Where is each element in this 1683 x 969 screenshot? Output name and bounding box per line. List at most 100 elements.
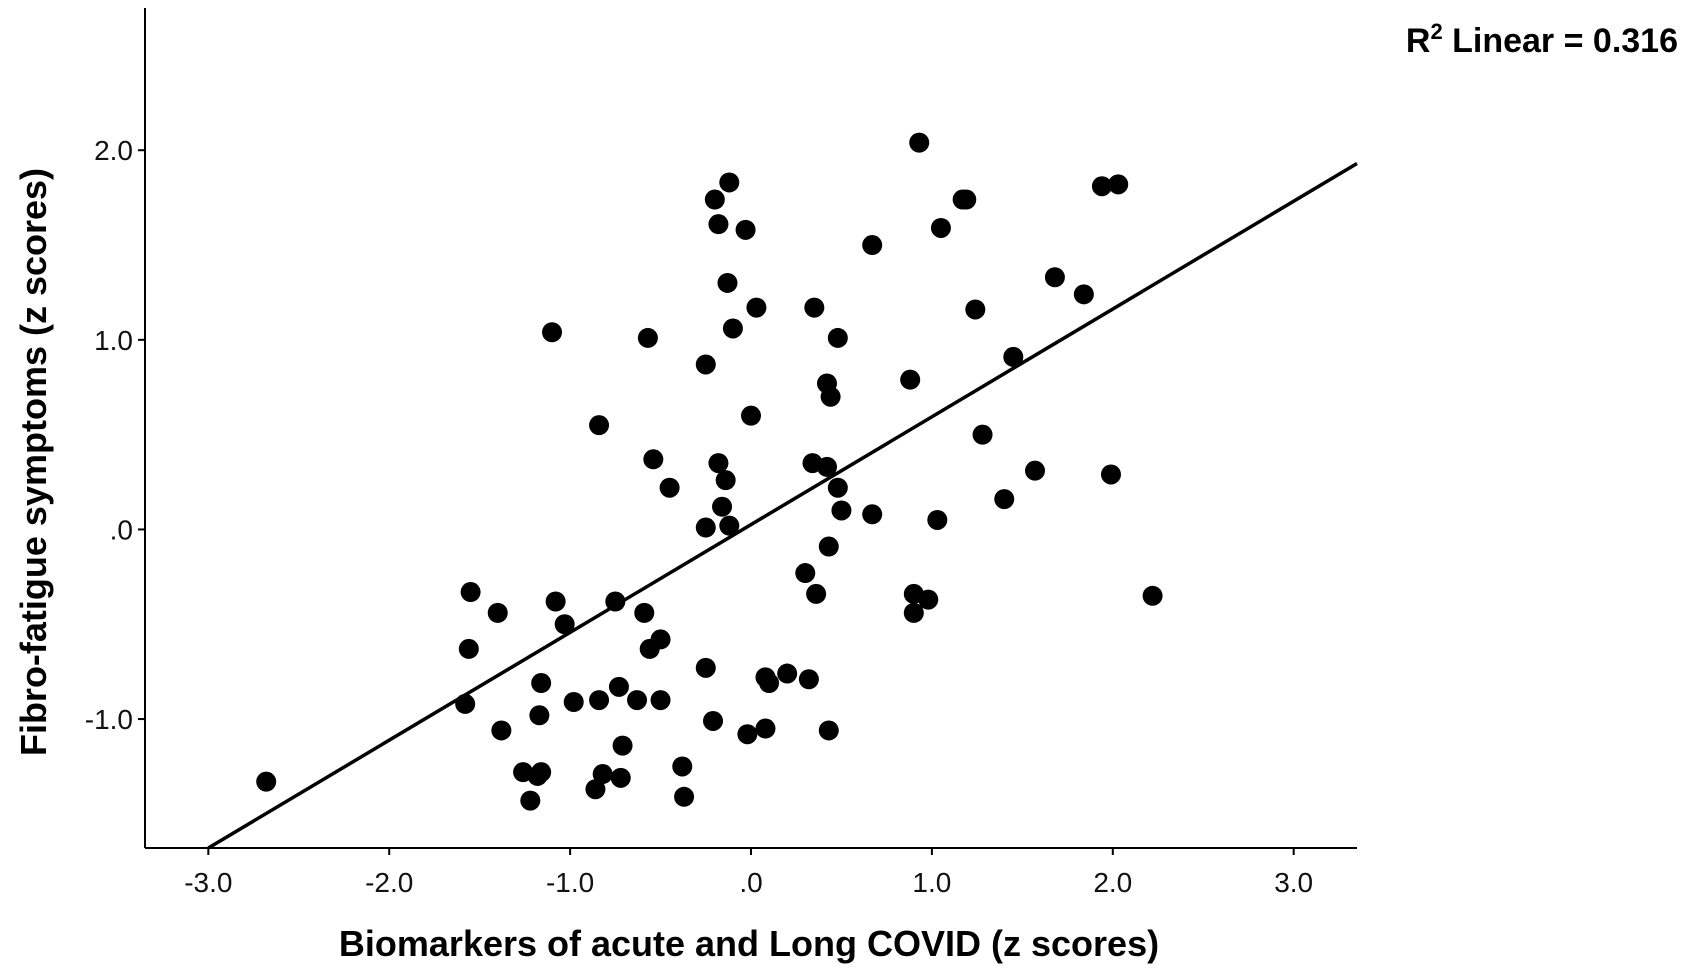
scatter-point: [1100, 464, 1121, 485]
y-axis-ticks: -1.0 .0 1.0 2.0: [85, 135, 145, 735]
scatter-point: [831, 500, 852, 521]
scatter-point: [531, 762, 552, 783]
scatter-point: [529, 705, 550, 726]
scatter-point: [1003, 346, 1024, 367]
scatter-point: [704, 189, 725, 210]
scatter-point: [827, 477, 848, 498]
scatter-point: [592, 764, 613, 785]
scatter-point: [554, 614, 575, 635]
scatter-point: [903, 602, 924, 623]
scatter-point: [612, 735, 633, 756]
regression-line: [207, 161, 1358, 850]
scatter-point: [460, 582, 481, 603]
scatter-point: [672, 756, 693, 777]
scatter-point: [1091, 176, 1112, 197]
scatter-point: [746, 297, 767, 318]
x-tick-label: 3.0: [1274, 867, 1313, 898]
y-axis-title: Fibro-fatigue symptoms (z scores): [13, 168, 54, 756]
r2-prefix: R: [1406, 22, 1431, 60]
scatter-point: [708, 453, 729, 474]
scatter-point: [827, 327, 848, 348]
scatter-point: [965, 299, 986, 320]
scatter-point: [715, 470, 736, 491]
scatter-point: [795, 563, 816, 584]
scatter-point: [909, 132, 930, 153]
scatter-point: [759, 673, 780, 694]
scatter-point: [994, 489, 1015, 510]
scatter-point: [719, 515, 740, 536]
scatter-point: [659, 477, 680, 498]
scatter-point: [1044, 267, 1065, 288]
x-axis-ticks: -3.0 -2.0 -1.0 .0 1.0 2.0 3.0: [184, 848, 1313, 898]
x-tick-label: -3.0: [184, 867, 232, 898]
scatter-point: [862, 235, 883, 256]
scatter-point: [862, 504, 883, 525]
scatter-point: [1142, 585, 1163, 606]
scatter-point: [798, 669, 819, 690]
scatter-point: [695, 354, 716, 375]
scatter-point: [695, 657, 716, 678]
scatter-point: [650, 690, 671, 711]
scatter-point: [520, 790, 541, 811]
scatter-point: [818, 536, 839, 557]
scatter-point: [563, 691, 584, 712]
x-axis-title: Biomarkers of acute and Long COVID (z sc…: [339, 923, 1159, 964]
scatter-point: [717, 272, 738, 293]
scatter-point: [703, 710, 724, 731]
y-tick-label: -1.0: [85, 704, 133, 735]
x-tick-label: 1.0: [912, 867, 951, 898]
scatter-point: [719, 172, 740, 193]
scatter-point: [674, 786, 695, 807]
scatter-point: [608, 676, 629, 697]
scatter-point: [956, 189, 977, 210]
scatter-point: [1108, 174, 1129, 195]
x-tick-label: 2.0: [1093, 867, 1132, 898]
scatter-point: [487, 602, 508, 623]
scatter-point: [972, 424, 993, 445]
scatter-point: [695, 517, 716, 538]
scatter-point: [585, 779, 606, 800]
scatter-point: [927, 509, 948, 530]
scatter-point: [643, 449, 664, 470]
scatter-point: [627, 690, 648, 711]
y-tick-label: 1.0: [94, 325, 133, 356]
scatter-point: [650, 629, 671, 650]
scatter-point: [722, 318, 743, 339]
scatter-point: [777, 663, 798, 684]
x-tick-label: .0: [739, 867, 762, 898]
scatter-point: [634, 602, 655, 623]
scatter-point: [806, 583, 827, 604]
x-tick-label: -1.0: [546, 867, 594, 898]
scatter-point: [610, 767, 631, 788]
scatter-point: [1025, 460, 1046, 481]
x-tick-label: -2.0: [365, 867, 413, 898]
scatter-point: [816, 456, 837, 477]
r2-value: Linear = 0.316: [1443, 22, 1678, 60]
scatter-point: [458, 638, 479, 659]
scatter-point: [900, 369, 921, 390]
scatter-point: [755, 718, 776, 739]
y-tick-label: 2.0: [94, 135, 133, 166]
scatter-point: [256, 771, 277, 792]
scatter-point: [531, 673, 552, 694]
scatter-point: [1073, 284, 1094, 305]
scatter-point: [820, 386, 841, 407]
scatter-point: [542, 322, 563, 343]
scatter-point: [918, 589, 939, 610]
scatter-point: [735, 219, 756, 240]
scatter-point: [712, 496, 733, 517]
scatter-point: [737, 724, 758, 745]
scatter-point: [818, 720, 839, 741]
scatter-point: [589, 690, 610, 711]
scatter-point: [545, 591, 566, 612]
scatter-points: [256, 132, 1163, 811]
r2-annotation: R2 Linear = 0.316: [1406, 19, 1678, 60]
scatter-point: [637, 327, 658, 348]
scatter-point: [491, 720, 512, 741]
scatter-point: [741, 405, 761, 426]
r2-superscript: 2: [1430, 19, 1442, 44]
y-tick-label: .0: [110, 514, 133, 545]
scatter-point: [930, 217, 951, 238]
